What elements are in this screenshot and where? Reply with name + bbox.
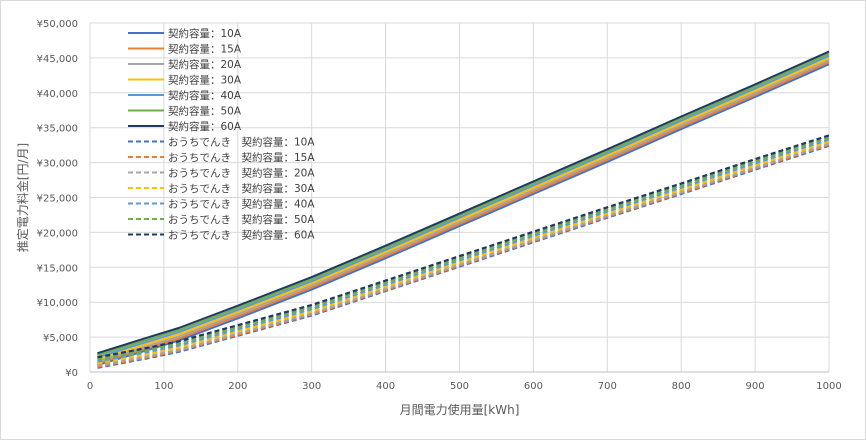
series-line-3 [97,56,830,361]
series-line-10 [97,140,830,365]
x-tick-label: 100 [154,381,173,392]
x-tick-label: 700 [598,381,617,392]
y-tick-label: ¥30,000 [37,159,78,170]
x-tick-label: 300 [302,381,321,392]
legend-entry-label: おうちでんき 契約容量：60A [168,229,315,242]
legend-entry-label: おうちでんき 契約容量：50A [168,213,315,226]
series-line-12 [97,136,830,361]
series-lines [97,50,830,369]
y-axis-title: 推定電力料金[円/月] [15,143,30,252]
y-tick-label: ¥50,000 [37,19,78,30]
x-tick-label: 1000 [816,381,841,392]
series-line-2 [97,59,830,363]
legend-entry-label: おうちでんき 契約容量：30A [168,182,315,195]
x-tick-label: 600 [524,381,543,392]
series-line-0 [97,63,830,366]
series-line-11 [97,138,830,363]
y-tick-label: ¥0 [65,368,78,379]
legend-entry-label: 契約容量：40A [168,89,242,102]
y-tick-label: ¥35,000 [37,124,78,135]
y-tick-label: ¥40,000 [37,89,78,100]
x-tick-label: 400 [376,381,395,392]
x-tick-label: 0 [87,381,93,392]
legend-entry-label: 契約容量：60A [168,120,242,133]
series-line-5 [97,52,830,357]
x-tick-label: 200 [228,381,247,392]
series-line-13 [97,134,830,359]
series-line-9 [97,142,830,367]
legend-entry-label: 契約容量：30A [168,74,242,87]
series-line-6 [97,50,830,355]
y-tick-label: ¥20,000 [37,228,78,239]
legend-entry-label: おうちでんき 契約容量：10A [168,136,315,149]
x-axis-title: 月間電力使用量[kWh] [400,402,520,417]
y-tick-label: ¥10,000 [37,298,78,309]
x-tick-label: 500 [450,381,469,392]
legend-entry-label: 契約容量：15A [168,43,242,56]
y-tick-label: ¥15,000 [37,263,78,274]
y-tick-label: ¥25,000 [37,194,78,205]
axes: ¥0 ¥5,000 ¥10,000 ¥15,000 ¥20,000 ¥25,000 ¥30,… [37,19,842,392]
y-tick-label: ¥5,000 [43,333,78,344]
y-tick-label: ¥45,000 [37,54,78,65]
legend: 契約容量：10A 契約容量：15A 契約容量：20A 契約容量：30A 契約容量：40A… [128,27,315,242]
legend-entry-label: 契約容量：20A [168,58,242,71]
legend-entry-label: おうちでんき 契約容量：40A [168,198,315,211]
legend-entry-label: 契約容量：10A [168,27,242,40]
series-line-1 [97,61,830,365]
x-tick-label: 800 [672,381,691,392]
legend-entry-label: 契約容量：50A [168,105,242,118]
legend-entry-label: おうちでんき 契約容量：20A [168,167,315,180]
x-tick-label: 900 [746,381,765,392]
series-line-4 [97,54,830,359]
legend-entry-label: おうちでんき 契約容量：15A [168,151,315,164]
